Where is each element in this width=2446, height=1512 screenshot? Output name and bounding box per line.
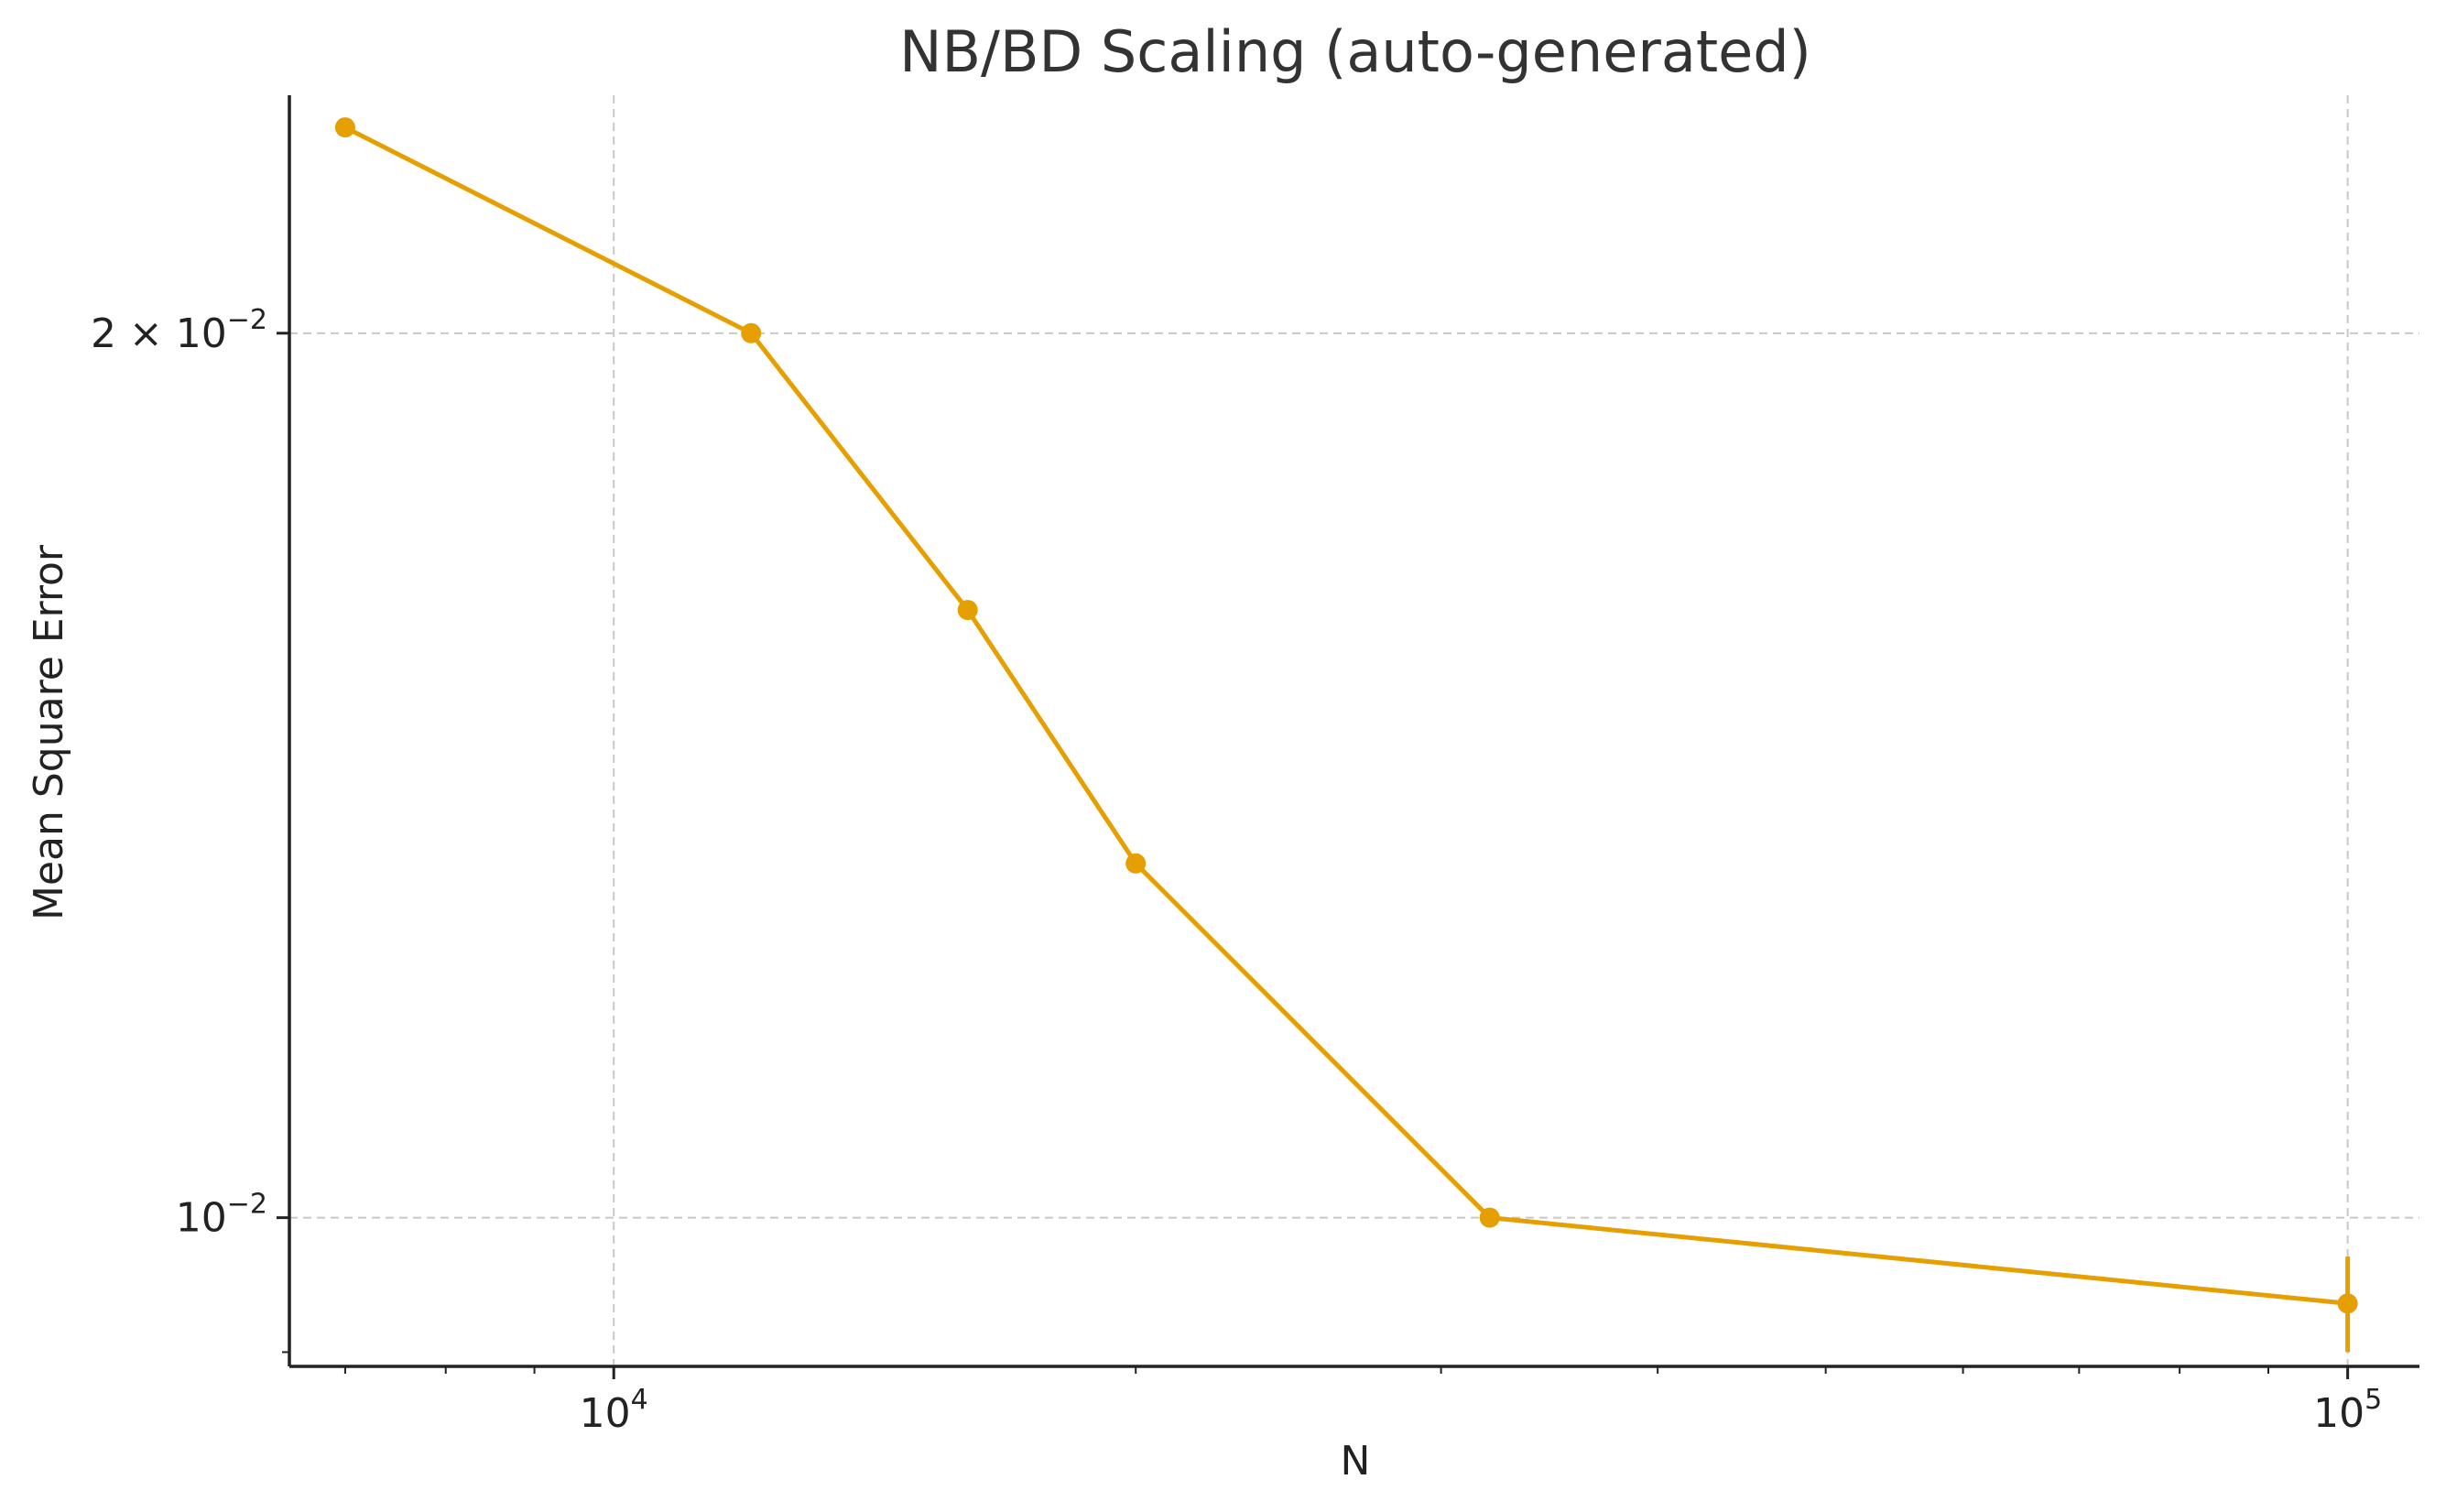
data-point [741, 322, 762, 343]
y-tick-label: 2 × 10−2 [91, 304, 267, 357]
x-axis-label: N [1341, 1438, 1371, 1485]
y-axis-label: Mean Square Error [26, 544, 72, 920]
grid-lines [289, 95, 2419, 1366]
data-point [1125, 853, 1147, 874]
tick-labels: 104 105 10−2 2 × 10−2 [91, 304, 2382, 1437]
data-point [957, 600, 978, 621]
chart-title: NB/BD Scaling (auto-generated) [899, 18, 1811, 85]
tick-marks [277, 332, 2350, 1379]
y-tick-label: 10−2 [176, 1189, 267, 1242]
data-series [334, 117, 2358, 1353]
x-tick-label: 104 [580, 1384, 648, 1437]
data-point [1479, 1207, 1500, 1228]
series-line [343, 125, 2348, 1306]
x-tick-label: 105 [2313, 1384, 2382, 1437]
data-point [334, 117, 355, 138]
data-point [2337, 1293, 2358, 1314]
axes [288, 95, 2419, 1368]
